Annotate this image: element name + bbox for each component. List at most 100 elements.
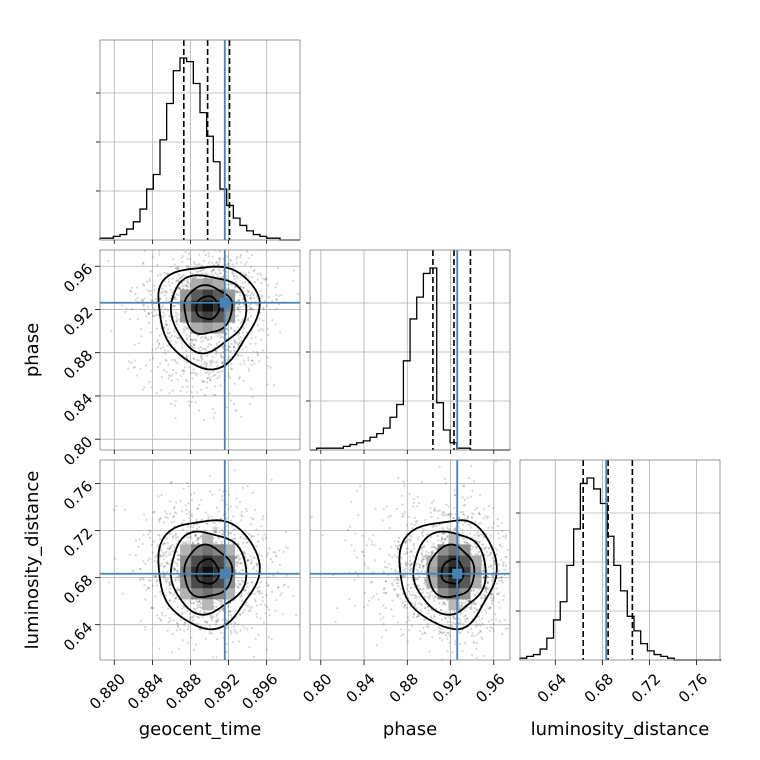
sample-point	[192, 276, 195, 279]
sample-point	[165, 291, 168, 294]
sample-point	[174, 534, 177, 537]
sample-point	[168, 590, 171, 593]
sample-point	[209, 378, 212, 381]
sample-point	[244, 263, 247, 266]
sample-point	[438, 465, 441, 468]
sample-point	[167, 621, 170, 624]
sample-point	[211, 407, 214, 410]
xtick-label-phase: 0.96	[472, 670, 508, 706]
sample-point	[504, 536, 507, 539]
sample-point	[253, 565, 256, 569]
sample-point	[486, 554, 490, 557]
sample-point	[204, 361, 207, 364]
sample-point	[395, 545, 398, 548]
sample-point	[454, 527, 457, 530]
sample-point	[475, 641, 479, 645]
sample-point	[536, 588, 538, 590]
sample-point	[253, 557, 256, 560]
sample-point	[402, 480, 405, 483]
sample-point	[165, 323, 168, 326]
sample-point	[164, 594, 167, 598]
density-cell	[202, 278, 214, 290]
sample-point	[142, 533, 145, 536]
density-cell	[191, 577, 203, 589]
sample-point	[454, 622, 457, 626]
sample-point	[239, 253, 243, 256]
sample-point	[142, 262, 145, 265]
sample-point	[487, 547, 490, 550]
sample-point	[432, 629, 435, 632]
sample-point	[483, 536, 486, 539]
sample-point	[402, 514, 405, 517]
sample-point	[486, 517, 489, 520]
sample-point	[469, 495, 473, 498]
sample-point	[158, 617, 161, 620]
sample-point	[250, 561, 253, 564]
sample-point	[233, 533, 236, 536]
sample-point	[254, 600, 257, 603]
sample-point	[195, 539, 198, 542]
sample-point	[513, 581, 515, 583]
sample-point	[432, 542, 435, 546]
sample-point	[236, 305, 239, 309]
sample-point	[158, 250, 161, 253]
sample-point	[195, 391, 198, 394]
sample-point	[264, 612, 267, 615]
sample-point	[199, 498, 202, 501]
sample-point	[449, 623, 452, 626]
sample-point	[173, 507, 176, 510]
sample-point	[235, 290, 238, 293]
sample-point	[136, 286, 139, 289]
sample-point	[506, 627, 509, 630]
sample-point	[168, 284, 171, 287]
sample-point	[173, 263, 176, 266]
sample-point	[169, 336, 172, 339]
sample-point	[172, 305, 175, 308]
sample-point	[432, 545, 435, 549]
sample-point	[212, 607, 215, 610]
sample-point	[200, 269, 203, 272]
sample-point	[385, 505, 388, 508]
sample-point	[221, 361, 224, 365]
sample-point	[245, 507, 248, 510]
sample-point	[186, 257, 189, 260]
sample-point	[266, 552, 269, 555]
sample-point	[438, 523, 441, 526]
sample-point	[199, 355, 202, 358]
sample-point	[208, 632, 212, 635]
sample-point	[383, 560, 386, 563]
sample-point	[169, 512, 172, 516]
sample-point	[241, 486, 244, 489]
sample-point	[269, 366, 272, 369]
sample-point	[246, 581, 249, 584]
sample-point	[178, 554, 181, 557]
sample-point	[163, 271, 166, 274]
sample-point	[383, 588, 386, 591]
sample-point	[428, 661, 430, 663]
sample-point	[259, 603, 263, 606]
sample-point	[235, 291, 238, 294]
sample-point	[237, 586, 240, 589]
sample-point	[229, 367, 232, 370]
sample-point	[228, 345, 231, 348]
sample-point	[239, 363, 242, 366]
sample-point	[400, 556, 403, 559]
sample-point	[250, 535, 253, 538]
sample-point	[249, 296, 252, 299]
sample-point	[421, 549, 424, 552]
sample-point	[239, 594, 242, 597]
sample-point	[385, 580, 388, 583]
sample-point	[193, 343, 196, 346]
sample-point	[412, 544, 415, 547]
sample-point	[218, 488, 221, 491]
sample-point	[391, 582, 394, 585]
sample-point	[401, 503, 404, 506]
sample-point	[164, 578, 167, 581]
sample-point	[448, 513, 451, 516]
xtick-label-phase: 0.80	[299, 670, 335, 706]
sample-point	[424, 580, 427, 583]
sample-point	[176, 569, 180, 572]
sample-point	[250, 627, 253, 630]
sample-point	[502, 535, 505, 538]
sample-point	[176, 622, 179, 625]
